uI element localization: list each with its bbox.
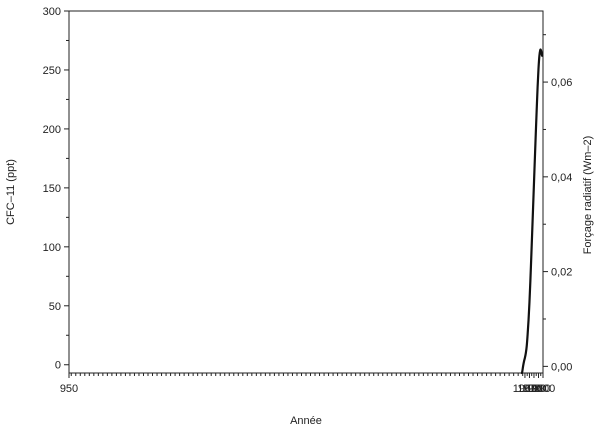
y2-tick-label: 0,06 [551, 77, 572, 89]
x-tick-label: 950 [60, 383, 78, 395]
y-tick-label: 0 [55, 360, 61, 372]
y-tick-label: 50 [49, 301, 61, 313]
x-tick-label: 2000 [531, 383, 555, 395]
x-tick-label: 1990 [526, 383, 550, 395]
series-line-cfc11 [520, 48, 544, 375]
y-tick-label: 300 [43, 6, 61, 18]
y2-axis-title: Forçage radiatif (Wm–2) [582, 136, 594, 255]
y2-tick-label: 0,04 [551, 172, 572, 184]
y-tick-label: 200 [43, 124, 61, 136]
y-axis-title: CFC–11 (ppt) [5, 159, 17, 225]
y-tick-label: 250 [43, 65, 61, 77]
y2-tick-label: 0,00 [551, 361, 572, 373]
x-tick-label: 1980 [522, 383, 546, 395]
y2-tick-label: 0,02 [551, 267, 572, 279]
y-axis-left: 0 50 100 150 200 250 300 [43, 6, 69, 372]
x-tick-label: 1960 [513, 383, 537, 395]
y-tick-label: 150 [43, 183, 61, 195]
y-tick-label: 100 [43, 242, 61, 254]
series-group [520, 48, 544, 375]
x-tick-label: 1970 [517, 383, 541, 395]
y-axis-right: 0,00 0,02 0,04 0,06 [543, 34, 572, 373]
plot-frame [68, 10, 544, 374]
x-axis-title: Année [290, 415, 322, 427]
plot-area-border [68, 10, 544, 374]
